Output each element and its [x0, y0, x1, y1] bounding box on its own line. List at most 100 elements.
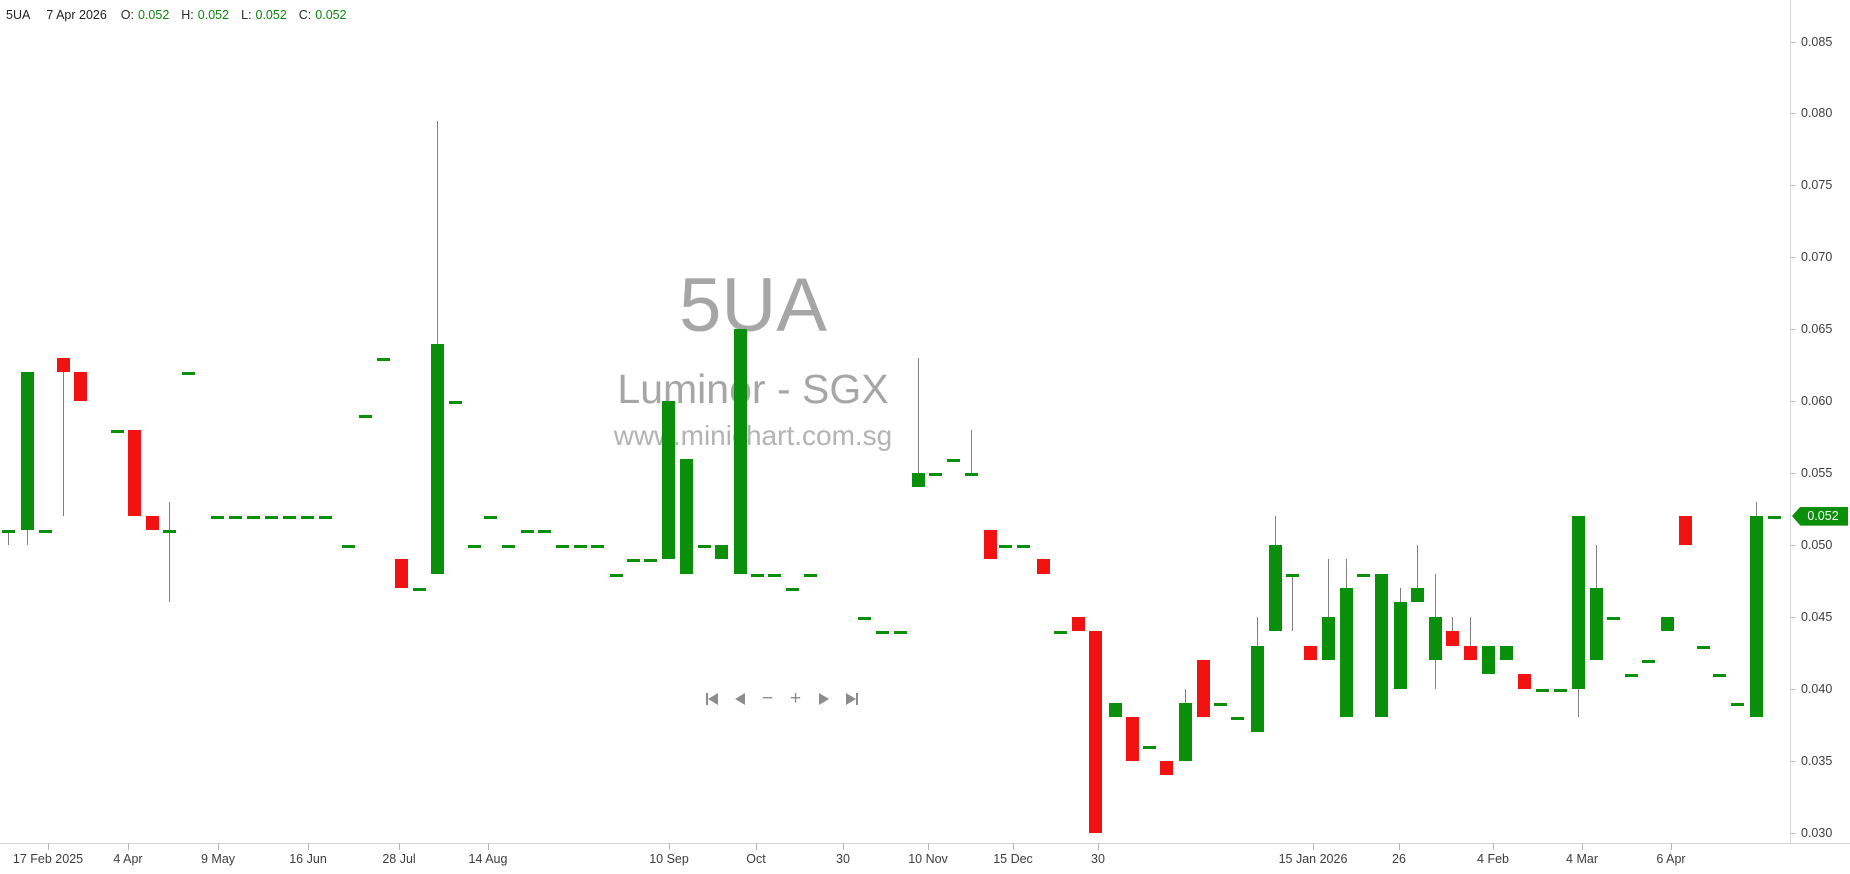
candle[interactable] [555, 544, 569, 548]
candle[interactable] [1250, 645, 1264, 732]
candle[interactable] [1321, 616, 1335, 660]
candle[interactable] [1535, 688, 1549, 692]
candle[interactable] [127, 429, 141, 517]
candle[interactable] [56, 357, 70, 373]
candle[interactable] [983, 530, 997, 560]
candle[interactable] [1268, 544, 1282, 632]
step-forward-button[interactable] [815, 690, 832, 708]
candle[interactable] [1767, 516, 1781, 520]
candle[interactable] [785, 588, 799, 592]
candle[interactable] [1481, 645, 1495, 675]
candle[interactable] [679, 458, 693, 574]
candle[interactable] [643, 559, 657, 563]
candle[interactable] [162, 530, 176, 534]
candle[interactable] [946, 458, 960, 462]
candle[interactable] [1712, 674, 1726, 678]
candle[interactable] [394, 559, 408, 588]
candle[interactable] [20, 372, 34, 531]
candle[interactable] [803, 573, 817, 577]
candle[interactable] [1660, 616, 1674, 632]
candle[interactable] [181, 372, 195, 376]
candle[interactable] [1589, 588, 1603, 660]
candle[interactable] [448, 401, 462, 405]
candle[interactable] [1159, 760, 1173, 775]
candle[interactable] [1303, 645, 1317, 660]
candle[interactable] [1678, 516, 1692, 545]
candle[interactable] [893, 631, 907, 635]
zoom-in-button[interactable]: + [787, 689, 804, 708]
candle[interactable] [1571, 516, 1585, 689]
candle[interactable] [1553, 688, 1567, 692]
candle[interactable] [911, 472, 925, 488]
candle[interactable] [501, 544, 515, 548]
candle[interactable] [609, 573, 623, 577]
candle[interactable] [1410, 588, 1424, 603]
candle[interactable] [1624, 674, 1638, 678]
candle[interactable] [1374, 573, 1388, 718]
candle[interactable] [714, 544, 728, 560]
candle[interactable] [590, 544, 604, 548]
candle[interactable] [430, 343, 444, 574]
candle[interactable] [998, 544, 1012, 548]
candle[interactable] [1053, 631, 1067, 635]
candle[interactable] [318, 516, 332, 520]
candle[interactable] [573, 544, 587, 548]
candle[interactable] [300, 516, 314, 520]
candle[interactable] [1393, 602, 1407, 689]
candle[interactable] [73, 372, 87, 402]
skip-to-start-button[interactable] [703, 690, 720, 708]
candle[interactable] [767, 573, 781, 577]
candle[interactable] [857, 616, 871, 620]
candle[interactable] [1071, 616, 1085, 632]
candle[interactable] [1696, 645, 1710, 649]
candle[interactable] [1356, 573, 1370, 577]
candle[interactable] [145, 516, 159, 531]
candle[interactable] [626, 559, 640, 563]
candle[interactable] [661, 401, 675, 560]
candle[interactable] [1606, 616, 1620, 620]
candle[interactable] [110, 429, 124, 433]
candle[interactable] [264, 516, 278, 520]
candle[interactable] [964, 472, 978, 476]
candle[interactable] [1285, 573, 1299, 577]
candle[interactable] [282, 516, 296, 520]
candle[interactable] [1, 530, 15, 534]
candle[interactable] [467, 544, 481, 548]
candle[interactable] [1230, 717, 1244, 721]
candle[interactable] [376, 357, 390, 361]
candle[interactable] [1730, 703, 1744, 707]
candle[interactable] [412, 588, 426, 592]
candle[interactable] [875, 631, 889, 635]
candle[interactable] [1339, 588, 1353, 718]
candle[interactable] [1088, 631, 1102, 833]
candle[interactable] [483, 516, 497, 520]
zoom-out-button[interactable]: − [759, 689, 776, 708]
step-back-button[interactable] [731, 690, 748, 708]
candle[interactable] [210, 516, 224, 520]
candle[interactable] [1036, 559, 1050, 574]
candle[interactable] [1428, 616, 1442, 660]
candle[interactable] [1142, 746, 1156, 750]
candle[interactable] [1641, 659, 1655, 663]
candle[interactable] [1213, 703, 1227, 707]
candle[interactable] [1517, 674, 1531, 689]
candle[interactable] [1463, 645, 1477, 660]
candle[interactable] [697, 544, 711, 548]
candle[interactable] [38, 530, 52, 534]
candle[interactable] [1196, 659, 1210, 718]
candle[interactable] [750, 573, 764, 577]
candle[interactable] [733, 329, 747, 574]
candle[interactable] [1125, 717, 1139, 761]
candle[interactable] [520, 530, 534, 534]
candle[interactable] [246, 516, 260, 520]
candle[interactable] [928, 472, 942, 476]
skip-to-end-button[interactable] [843, 690, 860, 708]
candle[interactable] [1749, 516, 1763, 718]
candle[interactable] [358, 415, 372, 419]
candle[interactable] [1108, 703, 1122, 718]
candle[interactable] [537, 530, 551, 534]
candle[interactable] [1499, 645, 1513, 660]
candle[interactable] [341, 544, 355, 548]
candle[interactable] [1445, 631, 1459, 646]
candle[interactable] [228, 516, 242, 520]
